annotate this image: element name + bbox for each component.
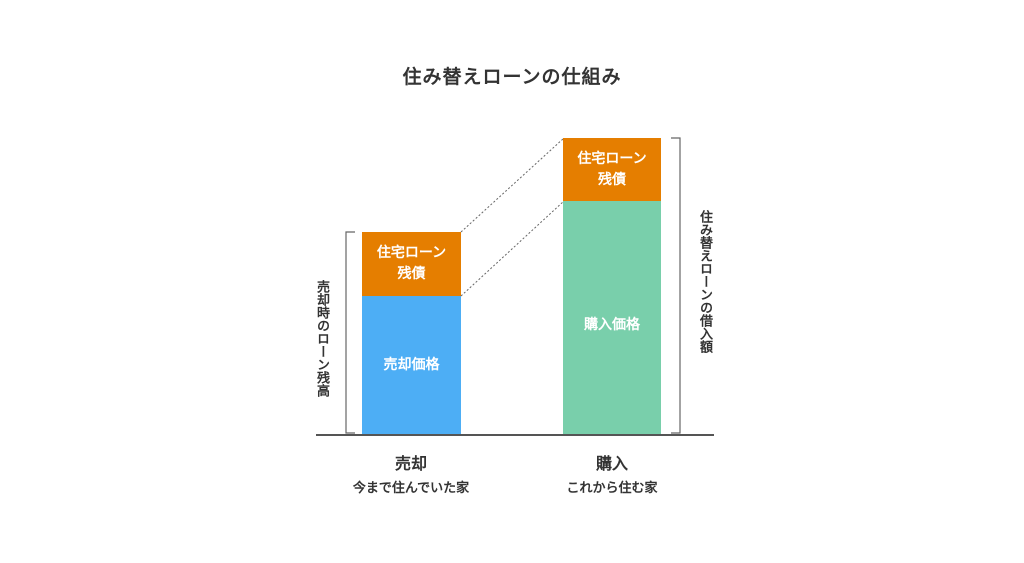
category-sale-main: 売却: [394, 454, 427, 473]
left-loan-balance-label-line1: 住宅ローン: [376, 245, 447, 261]
right-loan-balance-label-line1: 住宅ローン: [577, 150, 647, 167]
sale-price-block: 売却価格: [362, 296, 461, 434]
connector-bottom-dashed: [460, 200, 565, 297]
left-loan-balance-block: 住宅ローン 残債: [362, 232, 461, 296]
left-bracket-label: 売却時のローン残高: [314, 279, 329, 397]
category-sale: 売却 今まで住んでいた家: [331, 453, 491, 499]
left-bracket: [345, 231, 355, 434]
category-purchase: 購入 これから住む家: [532, 453, 692, 499]
baseline: [316, 434, 714, 436]
right-bracket: [671, 137, 681, 434]
category-sale-sub: 今まで住んでいた家: [352, 481, 470, 496]
sale-price-label: 売却価格: [383, 356, 440, 373]
right-loan-balance-label-line2: 残債: [598, 171, 626, 188]
right-loan-balance-block: 住宅ローン 残債: [563, 138, 661, 201]
category-purchase-main: 購入: [595, 454, 628, 473]
category-purchase-sub: これから住む家: [566, 481, 658, 496]
connector-top-dashed: [460, 137, 565, 233]
diagram-title: 住み替えローンの仕組み: [402, 66, 622, 88]
left-loan-balance-label-line2: 残債: [397, 266, 426, 282]
purchase-price-label: 購入価格: [584, 317, 640, 333]
purchase-price-block: 購入価格: [563, 201, 661, 434]
right-bracket-label: 住み替えローンの借入額: [697, 209, 712, 353]
